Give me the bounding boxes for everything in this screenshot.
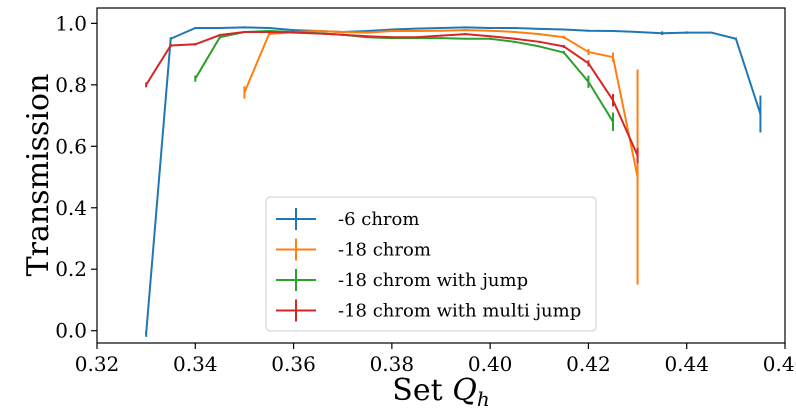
x-tick-label: 0.34 bbox=[173, 352, 218, 376]
y-tick-label: 0.8 bbox=[55, 73, 87, 97]
x-tick-label: 0.46 bbox=[763, 352, 796, 376]
x-tick-label: 0.40 bbox=[468, 352, 513, 376]
x-tick-label: 0.38 bbox=[370, 352, 415, 376]
legend-label: -18 chrom bbox=[338, 240, 431, 261]
y-tick-label: 0.4 bbox=[55, 196, 87, 220]
y-tick-label: 0.6 bbox=[55, 134, 87, 158]
legend-item: -6 chrom bbox=[276, 208, 419, 230]
ticks-layer: 0.32 0.34 0.36 0.38 0.40 0.42 0.44 0.46 0.0 0.2 0.… bbox=[55, 11, 796, 376]
x-axis-label: Set Qh bbox=[392, 373, 489, 408]
y-tick-label: 0.0 bbox=[55, 319, 87, 343]
x-axis-label-math: Q bbox=[452, 373, 477, 408]
y-tick-label: 1.0 bbox=[55, 11, 87, 35]
series-line bbox=[145, 30, 639, 156]
plot-frame bbox=[96, 7, 786, 344]
x-axis-label-text: Set bbox=[392, 373, 452, 408]
series-layer bbox=[145, 26, 762, 337]
x-tick-label: 0.32 bbox=[75, 352, 120, 376]
legend-label: -6 chrom bbox=[338, 209, 419, 230]
series-line bbox=[145, 26, 762, 334]
legend-item: -18 chrom with multi jump bbox=[276, 299, 581, 322]
x-tick-label: 0.36 bbox=[271, 352, 316, 376]
series-line bbox=[243, 29, 639, 178]
series-3 bbox=[194, 30, 614, 131]
x-tick-label: 0.44 bbox=[664, 352, 709, 376]
legend-box bbox=[265, 196, 597, 332]
legend-item: -18 chrom bbox=[276, 238, 431, 261]
x-axis-label-subscript: h bbox=[477, 387, 490, 408]
y-axis-label: Transmission bbox=[21, 74, 56, 277]
legend-label: -18 chrom with multi jump bbox=[338, 301, 581, 322]
series-4 bbox=[145, 30, 639, 164]
legend: -6 chrom -18 chrom -18 chrom with jump -18 … bbox=[265, 196, 597, 332]
y-tick-label: 0.2 bbox=[55, 257, 87, 281]
x-tick-label: 0.42 bbox=[566, 352, 611, 376]
legend-item: -18 chrom with jump bbox=[276, 269, 528, 291]
legend-label: -18 chrom with jump bbox=[338, 270, 528, 291]
